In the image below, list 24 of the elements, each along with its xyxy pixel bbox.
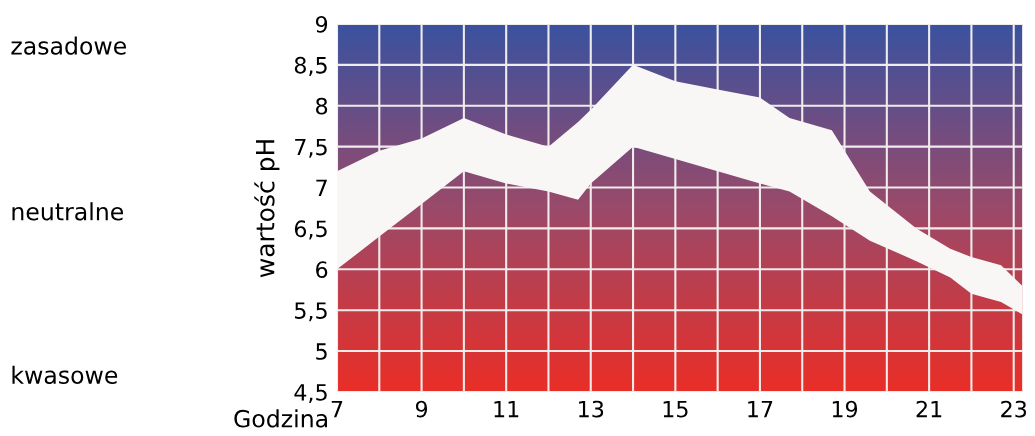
y-tick-label: 6 (316, 261, 328, 279)
x-tick-label: 9 (415, 400, 428, 418)
x-axis-title: Godzina (234, 409, 327, 428)
y-tick-label: 5,5 (295, 302, 327, 322)
y-tick-label: 9 (315, 15, 328, 33)
y-tick-label: 8,5 (294, 56, 327, 76)
x-tick-label: 21 (916, 400, 942, 418)
y-tick-label: 8 (316, 97, 328, 115)
y-tick-label: 6,5 (294, 220, 327, 240)
x-tick-label: 11 (494, 400, 519, 418)
text: zasadowe (11, 36, 126, 55)
y-tick-label: 7 (316, 179, 327, 196)
x-tick-label: 15 (663, 400, 688, 418)
text: kwasowe (12, 365, 118, 384)
x-tick-label: 13 (579, 400, 604, 418)
text: neutralne (12, 202, 124, 221)
x-tick-label: 23 (1001, 400, 1027, 418)
x-tick-label: 7 (331, 400, 343, 418)
y-tick-label: 7,5 (295, 138, 327, 158)
x-tick-label: 17 (748, 400, 773, 418)
x-tick-label: 19 (832, 400, 858, 418)
y-tick-label: 5 (316, 343, 327, 360)
y-axis-title: wartość pH (254, 140, 280, 278)
y-tick-label: 4,5 (294, 384, 327, 403)
